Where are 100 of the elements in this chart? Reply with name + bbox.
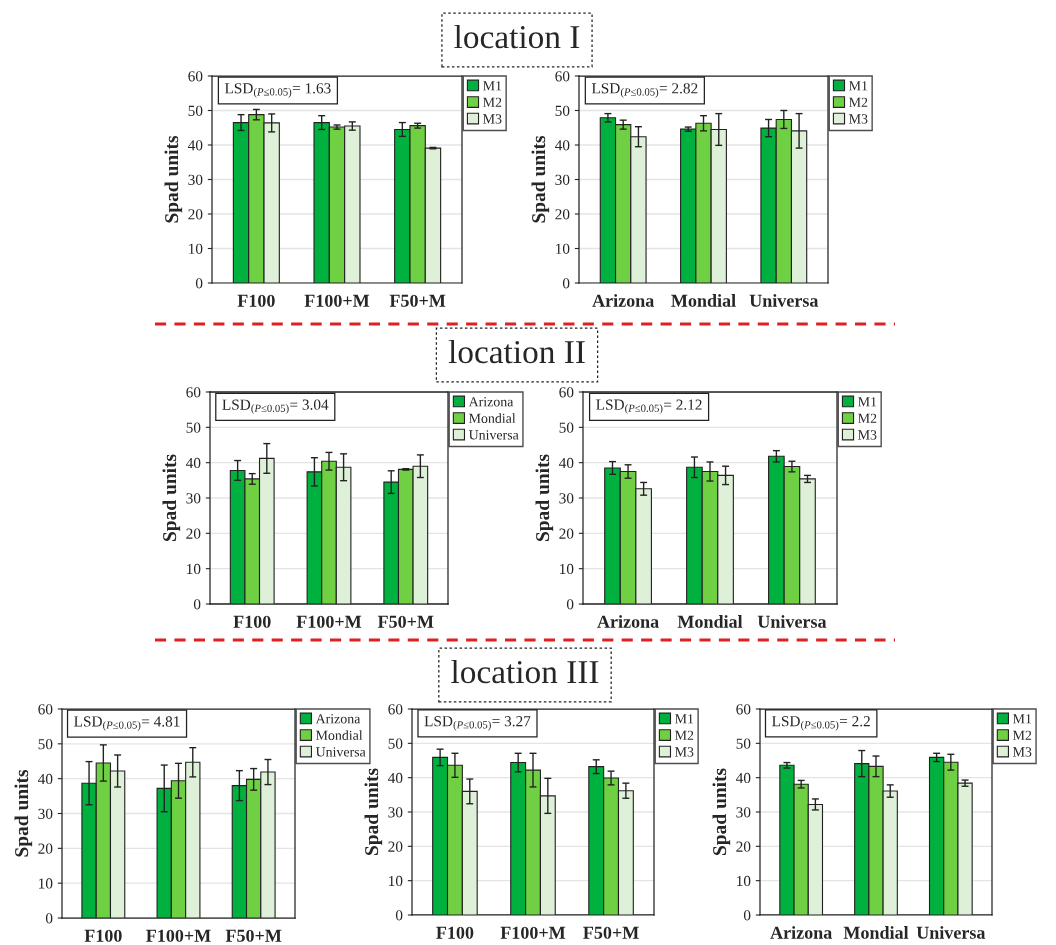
- x-tick-label: Arizona: [592, 294, 654, 307]
- legend-label: M1: [675, 714, 694, 724]
- chart-title: location I: [454, 24, 580, 49]
- y-tick-label: 60: [388, 704, 403, 715]
- y-tick-label: 60: [188, 71, 203, 82]
- legend-label: M3: [675, 747, 694, 757]
- y-tick-label: 50: [388, 738, 403, 749]
- x-tick-label: Mondial: [677, 615, 743, 628]
- y-tick-label: 40: [37, 773, 53, 785]
- annotation: LSD$_{(P≤0.05)}$= 2.82: [591, 83, 698, 98]
- y-tick-label: 0: [193, 599, 201, 610]
- legend-label: Universa: [315, 747, 366, 757]
- y-tick-label: 30: [555, 174, 570, 185]
- x-tick-label: Universa: [916, 926, 986, 939]
- y-tick-label: 30: [188, 174, 203, 185]
- legend-label: Mondial: [316, 730, 363, 741]
- chart-title: location III: [451, 659, 599, 684]
- y-tick-label: 60: [38, 704, 53, 715]
- y-tick-label: 20: [559, 528, 574, 539]
- y-axis-title: Spad units: [535, 454, 554, 542]
- y-tick-label: 0: [566, 599, 574, 610]
- y-tick-label: 50: [736, 738, 751, 749]
- y-tick-label: 10: [556, 243, 570, 254]
- x-tick-label: Mondial: [843, 926, 909, 939]
- legend-label: M2: [858, 413, 877, 423]
- y-tick-label: 40: [387, 772, 403, 784]
- x-tick-label: F100: [233, 615, 271, 628]
- y-tick-label: 0: [562, 278, 570, 289]
- y-tick-label: 0: [395, 910, 403, 921]
- y-tick-label: 60: [555, 71, 570, 82]
- y-tick-label: 40: [558, 457, 574, 469]
- y-tick-label: 50: [186, 422, 201, 433]
- annotation: LSD$_{(P≤0.05)}$= 2.12: [596, 399, 702, 415]
- x-tick-label: Arizona: [770, 926, 832, 939]
- y-axis-title: Spad units: [531, 135, 550, 223]
- x-tick-label: F50+M: [225, 929, 282, 942]
- legend-label: M3: [858, 430, 877, 440]
- y-tick-label: 30: [736, 807, 751, 818]
- x-tick-label: F100: [84, 929, 122, 942]
- y-tick-label: 10: [39, 878, 53, 889]
- legend-label: M2: [1013, 730, 1032, 740]
- x-tick-label: F50+M: [583, 926, 639, 939]
- y-tick-label: 40: [185, 457, 201, 469]
- y-tick-label: 20: [38, 843, 53, 854]
- legend-label: M3: [1013, 747, 1032, 757]
- x-tick-label: F100+M: [146, 929, 211, 942]
- y-tick-label: 10: [389, 875, 403, 887]
- x-tick-label: F100+M: [296, 615, 362, 628]
- y-tick-label: 60: [186, 387, 201, 398]
- x-tick-label: F100+M: [304, 294, 370, 307]
- legend-label: Arizona: [315, 714, 361, 724]
- y-tick-label: 60: [736, 704, 751, 715]
- y-tick-label: 20: [555, 209, 570, 220]
- y-tick-label: 40: [554, 140, 570, 151]
- y-tick-label: 0: [743, 910, 751, 921]
- y-axis-title: Spad units: [162, 454, 181, 542]
- y-tick-label: 40: [735, 772, 751, 784]
- y-tick-label: 10: [189, 243, 203, 254]
- annotation: LSD$_{(P≤0.05)}$= 2.2: [772, 716, 870, 731]
- y-tick-label: 20: [736, 841, 751, 852]
- x-tick-label: F100: [237, 294, 275, 307]
- y-tick-label: 40: [187, 140, 203, 151]
- annotation: LSD$_{(P≤0.05)}$= 3.27: [424, 716, 531, 731]
- x-tick-label: F100: [436, 926, 474, 939]
- x-tick-label: F50+M: [377, 615, 434, 628]
- legend-label: M3: [483, 114, 502, 124]
- y-axis-title: Spad units: [164, 135, 183, 223]
- y-axis-title: Spad units: [364, 768, 383, 856]
- y-tick-label: 20: [388, 841, 403, 852]
- legend-label: M1: [1013, 714, 1032, 724]
- y-tick-label: 30: [388, 807, 403, 818]
- y-tick-label: 0: [195, 278, 203, 289]
- y-tick-label: 30: [38, 808, 53, 819]
- y-tick-label: 30: [186, 493, 201, 504]
- x-tick-label: Arizona: [597, 615, 659, 628]
- legend-label: M2: [849, 97, 868, 107]
- x-tick-label: Universa: [749, 294, 819, 307]
- y-tick-label: 10: [187, 563, 201, 575]
- y-tick-label: 20: [188, 209, 203, 220]
- y-tick-label: 50: [188, 105, 203, 116]
- annotation: LSD$_{(P≤0.05)}$= 1.63: [224, 83, 331, 98]
- legend-label: M3: [849, 114, 868, 124]
- y-tick-label: 60: [559, 387, 574, 398]
- legend-label: Universa: [468, 430, 519, 440]
- legend-label: M2: [483, 97, 502, 107]
- x-tick-label: F50+M: [389, 294, 446, 307]
- y-tick-label: 10: [560, 563, 574, 575]
- text: location II: [448, 339, 585, 364]
- y-tick-label: 30: [559, 493, 574, 504]
- y-tick-label: 50: [555, 105, 570, 116]
- y-tick-label: 20: [186, 528, 201, 539]
- annotation: LSD$_{(P≤0.05)}$= 4.81: [74, 716, 180, 731]
- y-tick-label: 10: [737, 875, 751, 887]
- x-tick-label: F100+M: [500, 926, 566, 939]
- legend-label: Mondial: [469, 413, 516, 424]
- y-tick-label: 50: [559, 422, 574, 433]
- legend-label: Arizona: [468, 397, 514, 407]
- y-tick-label: 0: [45, 913, 53, 924]
- annotation: LSD$_{(P≤0.05)}$= 3.04: [222, 399, 329, 415]
- x-tick-label: Mondial: [671, 294, 736, 307]
